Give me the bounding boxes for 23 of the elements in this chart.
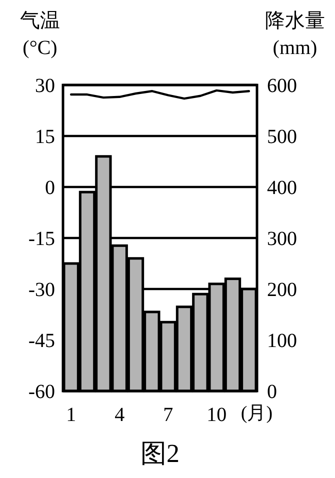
- x-tick-label: 1: [66, 404, 76, 426]
- y2-axis-title: 降水量 (mm): [265, 10, 325, 59]
- x-tick-label: 4: [114, 404, 125, 426]
- y2-tick-label: 400: [267, 177, 297, 199]
- y2-tick-label: 0: [267, 381, 277, 403]
- y-tick-label: -60: [28, 381, 55, 403]
- y2-tick-label: 300: [267, 228, 297, 250]
- y-tick-label: 15: [35, 126, 55, 148]
- line-series: [70, 89, 250, 100]
- y-tick-label: -30: [28, 279, 55, 301]
- y2-tick-label: 200: [267, 279, 297, 301]
- x-axis-title: (月): [240, 403, 273, 424]
- y-axis-title: 气温 (°C): [20, 10, 60, 59]
- y2-tick-label: 100: [267, 330, 297, 352]
- y-tick-label: -45: [28, 330, 55, 352]
- text: 图2: [140, 439, 180, 468]
- y-tick-label: -15: [28, 228, 55, 250]
- y2-tick-label: 500: [267, 126, 297, 148]
- y-tick-label: 0: [45, 177, 55, 199]
- y-tick-label: 30: [35, 75, 55, 97]
- y2-tick-label: 600: [267, 75, 297, 97]
- x-tick-label: 7: [163, 404, 174, 426]
- x-tick-label: 10: [206, 404, 227, 426]
